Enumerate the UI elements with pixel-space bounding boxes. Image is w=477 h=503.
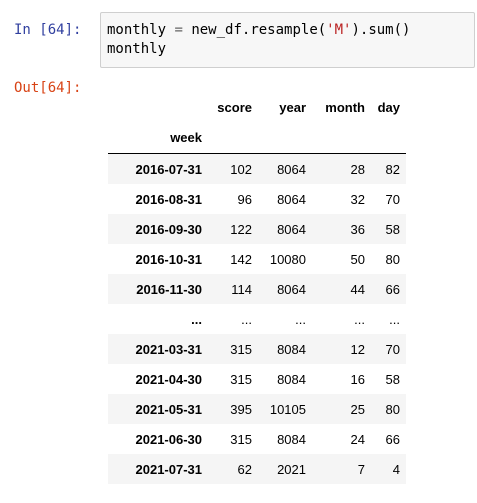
- code-line-2: monthly: [107, 41, 167, 57]
- cell-score: 315: [230, 341, 252, 357]
- cell-day: 58: [385, 221, 400, 237]
- column-header: year: [279, 99, 306, 115]
- code-line-1: monthly = new_df.resample('M').sum(): [107, 21, 468, 40]
- cell-score: 114: [231, 281, 252, 297]
- index-header-blank: [108, 92, 208, 122]
- cell-day: 66: [385, 431, 400, 447]
- cell-month: 25: [350, 401, 365, 417]
- cell-day: 82: [385, 161, 400, 177]
- table-row: 2021-03-31 315 8084 12 70: [108, 334, 406, 364]
- row-index-label: 2021-06-30: [135, 431, 203, 447]
- input-prompt: In [64]:: [14, 22, 82, 38]
- cell-year: 8064: [277, 191, 306, 207]
- cell-score: 62: [237, 461, 252, 477]
- table-row: 2021-07-31 62 2021 7 4: [108, 454, 406, 484]
- cell-score: 102: [230, 161, 252, 177]
- table-row: 2016-08-31 96 8064 32 70: [108, 184, 406, 214]
- code-variable: monthly: [107, 22, 167, 38]
- cell-month: 50: [350, 251, 365, 267]
- cell-day: 58: [385, 371, 400, 387]
- table-row: 2016-11-30 114 8064 44 66: [108, 274, 406, 304]
- row-index-label: ...: [191, 311, 202, 327]
- row-index-label: 2021-07-31: [135, 461, 203, 477]
- code-cell-editor[interactable]: monthly = new_df.resample('M').sum() mon…: [100, 12, 475, 68]
- cell-day: 80: [385, 401, 400, 417]
- row-index-label: 2021-04-30: [135, 371, 203, 387]
- row-index-label: 2021-03-31: [135, 341, 203, 357]
- column-header: month: [325, 99, 365, 115]
- table-row: 2016-09-30 122 8064 36 58: [108, 214, 406, 244]
- cell-year: 8064: [277, 281, 306, 297]
- index-name-header: week: [170, 130, 202, 145]
- column-header: score: [217, 99, 252, 115]
- row-index-label: 2016-10-31: [135, 251, 203, 267]
- cell-year: 8064: [277, 161, 306, 177]
- table-row: 2021-06-30 315 8084 24 66: [108, 424, 406, 454]
- cell-month: 24: [350, 431, 365, 447]
- cell-score: 122: [230, 221, 252, 237]
- table-row: 2021-04-30 315 8084 16 58: [108, 364, 406, 394]
- output-prompt: Out[64]:: [14, 80, 82, 96]
- table-row: 2016-07-31 102 8064 28 82: [108, 153, 406, 184]
- cell-day: ...: [389, 311, 400, 327]
- cell-score: 142: [230, 251, 252, 267]
- cell-year: 2021: [277, 461, 306, 477]
- cell-year: 8084: [277, 431, 306, 447]
- cell-score: 315: [230, 371, 252, 387]
- code-call-suffix: ).sum(): [351, 22, 411, 38]
- table-row: 2016-10-31 142 10080 50 80: [108, 244, 406, 274]
- column-header-row: score year month day: [108, 92, 406, 122]
- cell-day: 70: [385, 191, 400, 207]
- cell-year: ...: [295, 311, 306, 327]
- row-index-label: 2016-08-31: [135, 191, 203, 207]
- cell-day: 4: [392, 461, 400, 477]
- index-name-row: week: [108, 122, 406, 154]
- row-index-label: 2016-11-30: [136, 281, 202, 297]
- code-operator: =: [166, 22, 192, 38]
- cell-year: 8064: [277, 221, 306, 237]
- code-call-prefix: new_df.resample(: [191, 22, 327, 38]
- row-index-label: 2016-09-30: [135, 221, 203, 237]
- cell-month: ...: [354, 311, 365, 327]
- cell-month: 12: [350, 341, 365, 357]
- cell-year: 8084: [277, 371, 306, 387]
- cell-month: 7: [357, 461, 365, 477]
- cell-year: 8084: [277, 341, 306, 357]
- cell-month: 44: [350, 281, 365, 297]
- cell-month: 32: [350, 191, 365, 207]
- cell-score: 395: [230, 401, 252, 417]
- cell-day: 66: [385, 281, 400, 297]
- cell-month: 16: [350, 371, 365, 387]
- row-index-label: 2016-07-31: [135, 161, 203, 177]
- cell-month: 36: [350, 221, 365, 237]
- cell-score: ...: [241, 311, 252, 327]
- cell-day: 70: [385, 341, 400, 357]
- cell-day: 80: [385, 251, 400, 267]
- dataframe-table: score year month day week 2016-07-31 102 8…: [108, 92, 406, 484]
- cell-score: 315: [230, 431, 252, 447]
- cell-year: 10105: [269, 401, 306, 417]
- table-row: 2021-05-31 395 10105 25 80: [108, 394, 406, 424]
- cell-month: 28: [350, 161, 365, 177]
- code-string-arg: 'M': [326, 22, 352, 38]
- cell-score: 96: [237, 191, 252, 207]
- row-index-label: 2021-05-31: [135, 401, 203, 417]
- cell-year: 10080: [269, 251, 306, 267]
- column-header: day: [377, 99, 400, 115]
- table-row: ...............: [108, 304, 406, 334]
